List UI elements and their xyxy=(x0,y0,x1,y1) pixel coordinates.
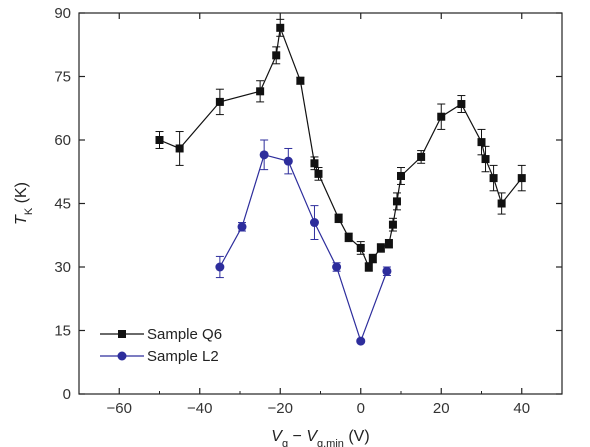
data-point xyxy=(332,262,342,272)
legend-label: Sample L2 xyxy=(147,348,219,365)
data-point xyxy=(283,156,293,166)
data-point xyxy=(384,239,393,248)
x-axis-label-minus: − xyxy=(288,428,306,445)
y-tick-label: 0 xyxy=(63,386,71,403)
y-tick-label: 30 xyxy=(54,259,71,276)
y-tick-label: 75 xyxy=(54,69,71,86)
data-point xyxy=(256,87,265,96)
data-point xyxy=(237,222,247,232)
data-point xyxy=(517,174,526,183)
data-point xyxy=(388,220,397,229)
y-axis-label-main: T xyxy=(13,214,30,225)
data-point xyxy=(334,214,343,223)
x-tick-label: 20 xyxy=(433,400,450,417)
data-point xyxy=(344,233,353,242)
data-point xyxy=(376,243,385,252)
data-point xyxy=(215,97,224,106)
data-point xyxy=(155,136,164,144)
data-point xyxy=(309,218,319,228)
y-tick-label: 15 xyxy=(54,323,71,340)
data-point xyxy=(215,262,225,272)
data-point xyxy=(481,155,490,164)
x-axis-label: Vg − Vg,min (V) xyxy=(271,428,369,447)
data-point xyxy=(272,51,281,60)
series-line xyxy=(159,25,523,269)
data-point xyxy=(397,171,405,180)
legend-label: Sample Q6 xyxy=(147,326,222,343)
data-point xyxy=(368,254,377,263)
x-tick-label: −20 xyxy=(268,400,293,417)
y-tick-label: 60 xyxy=(54,132,71,149)
data-point xyxy=(477,138,486,147)
series-sample-q6 xyxy=(155,18,526,272)
data-point xyxy=(356,243,365,252)
series-sample-l2 xyxy=(215,139,392,346)
legend: Sample Q6 Sample L2 xyxy=(100,326,222,365)
y-axis-label-sub: K xyxy=(23,207,35,215)
data-point xyxy=(310,159,319,168)
y-tick-label: 45 xyxy=(54,196,71,213)
plot-area xyxy=(155,18,526,346)
x-tick-label: 0 xyxy=(357,400,365,417)
x-axis-label-sub1: g xyxy=(282,438,288,447)
data-point xyxy=(417,152,426,161)
data-point xyxy=(259,150,269,160)
y-tick-label: 90 xyxy=(54,5,71,22)
series-line xyxy=(219,154,388,343)
data-point xyxy=(356,336,366,346)
x-axis-label-main: V xyxy=(271,428,283,445)
data-point xyxy=(314,169,323,178)
legend-item: Sample Q6 xyxy=(100,326,222,343)
data-point xyxy=(364,263,373,271)
legend-marker xyxy=(117,351,127,361)
data-point xyxy=(296,76,305,85)
x-axis-label-sub2: g,min xyxy=(317,438,344,447)
data-point xyxy=(497,199,506,208)
data-point xyxy=(392,197,401,206)
y-axis-label: TK (K) xyxy=(13,182,35,225)
legend-item: Sample L2 xyxy=(100,348,219,365)
data-point xyxy=(489,174,498,183)
x-axis-label-unit: (V) xyxy=(344,428,370,445)
x-tick-label: −60 xyxy=(107,400,132,417)
data-point xyxy=(276,23,285,32)
legend-marker xyxy=(118,330,126,338)
data-point xyxy=(457,100,466,109)
data-point xyxy=(175,144,184,153)
x-axis-label-main2: V xyxy=(306,428,318,445)
axis-ticks: −60 −40 −20 0 20 40 0 15 30 45 60 75 90 xyxy=(54,5,563,417)
y-axis-label-unit: (K) xyxy=(13,182,30,208)
x-tick-label: 40 xyxy=(513,400,530,417)
data-point xyxy=(437,112,446,121)
data-point xyxy=(382,266,392,276)
x-tick-label: −40 xyxy=(187,400,212,417)
